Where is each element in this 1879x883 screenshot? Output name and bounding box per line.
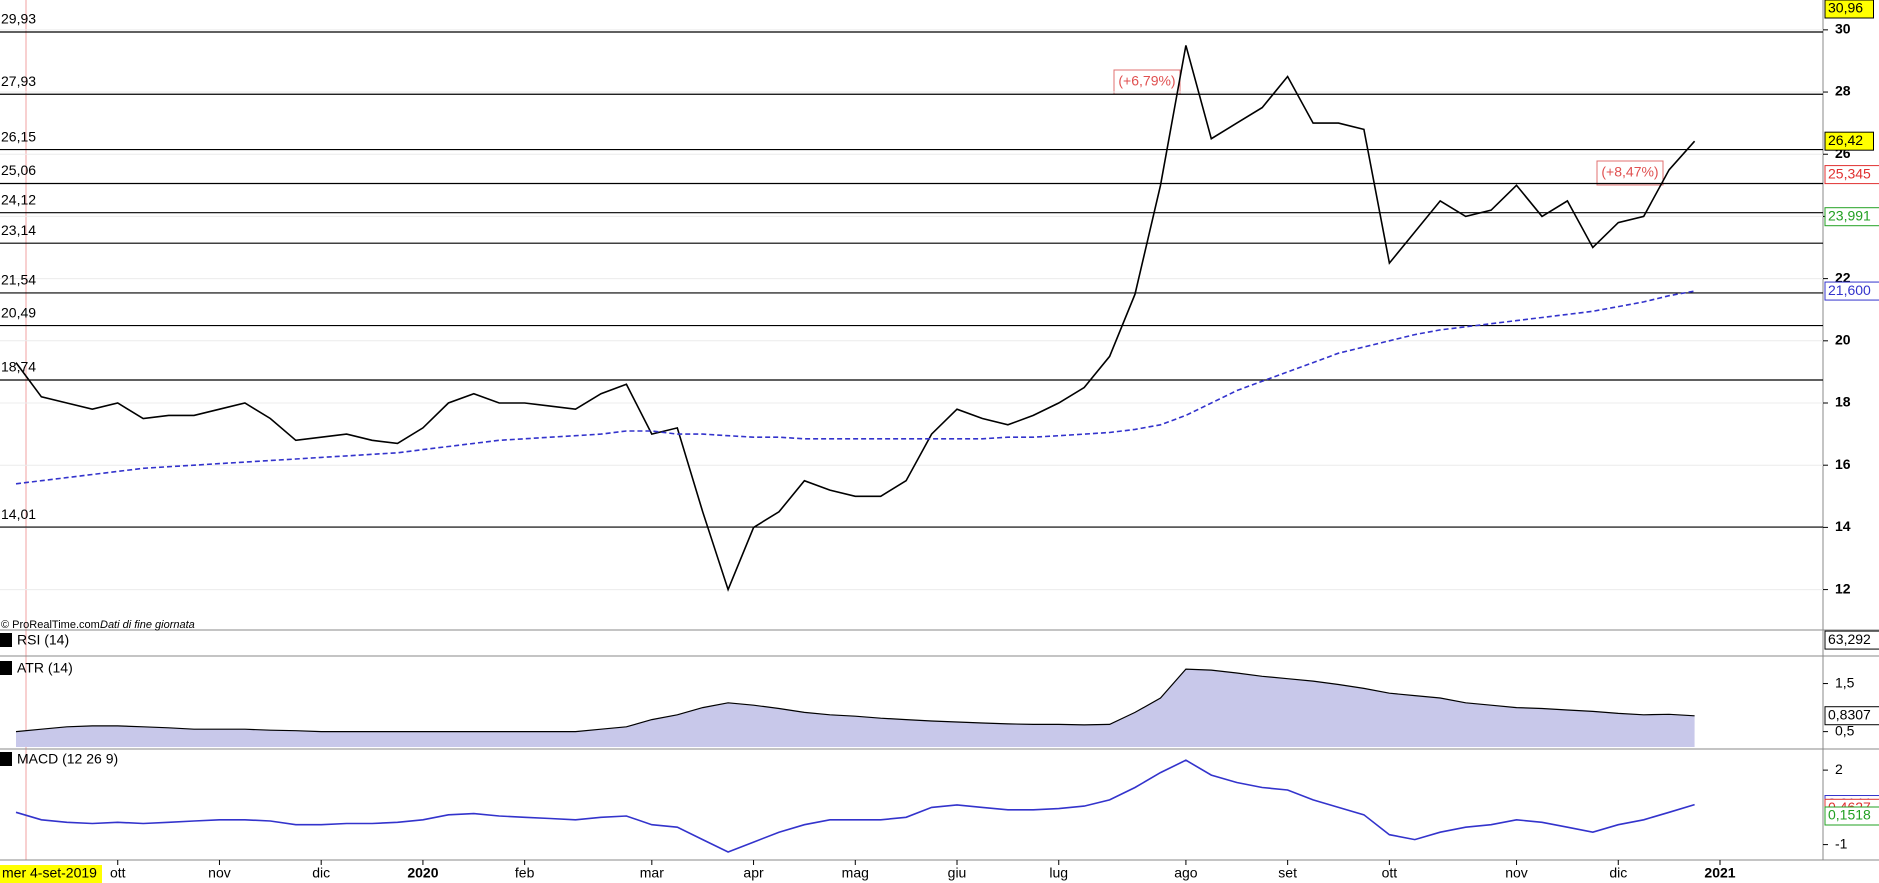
- date-label: mer 4-set-2019: [2, 865, 97, 881]
- x-tick-label: lug: [1049, 865, 1068, 881]
- series-line: [15, 45, 1696, 592]
- value-label: 25,345: [1828, 165, 1871, 181]
- level-label: 23,14: [1, 222, 36, 238]
- value-label: 0,8307: [1828, 706, 1871, 722]
- series-area: [16, 669, 1695, 747]
- panel-title-box: [0, 661, 12, 675]
- y-tick-label: 30: [1835, 21, 1851, 37]
- series-line: [15, 668, 1695, 733]
- y-tick-label: 18: [1835, 394, 1851, 410]
- y-tick-label: -1: [1835, 835, 1848, 851]
- value-label: 21,600: [1828, 282, 1871, 298]
- level-label: 20,49: [1, 304, 36, 320]
- value-label-box: [1824, 131, 1874, 151]
- x-tick-label: dic: [312, 865, 330, 881]
- panel-title-box: [0, 752, 12, 766]
- y-tick-label: 16: [1835, 456, 1851, 472]
- annotation: (+8,47%): [1601, 164, 1658, 180]
- y-tick-label: 14: [1835, 518, 1851, 534]
- level-label: 26,15: [1, 128, 36, 144]
- x-tick-label: giu: [948, 865, 967, 881]
- y-tick-label: 12: [1835, 580, 1851, 596]
- x-tick-label: ago: [1174, 865, 1198, 881]
- note: Dati di fine giornata: [100, 619, 195, 631]
- panel-title: MACD (12 26 9): [17, 751, 118, 767]
- value-label-box: [1824, 281, 1879, 301]
- value-label: 30,96: [1828, 0, 1863, 16]
- y-tick-label: 20: [1835, 332, 1851, 348]
- x-tick-label: mar: [640, 865, 664, 881]
- y-tick-label: 1,5: [1835, 674, 1855, 690]
- x-tick-label: nov: [208, 865, 231, 881]
- value-label-box: [1824, 165, 1879, 185]
- level-label: 24,12: [1, 191, 36, 207]
- value-label-box: [1824, 630, 1879, 650]
- panel-title: ATR (14): [17, 660, 73, 676]
- value-label-box: [1824, 0, 1874, 19]
- x-tick-label: set: [1278, 865, 1297, 881]
- y-tick-label: 2: [1835, 761, 1843, 777]
- x-tick-label: 2020: [407, 865, 438, 881]
- y-tick-label: 28: [1835, 83, 1851, 99]
- y-tick-label: 22: [1835, 269, 1851, 285]
- level-label: 27,93: [1, 73, 36, 89]
- panel-title-box: [0, 633, 12, 647]
- x-tick-label: ott: [1382, 865, 1398, 881]
- x-tick-label: nov: [1505, 865, 1528, 881]
- x-tick-label: mag: [842, 865, 869, 881]
- x-tick-label: ott: [110, 865, 126, 881]
- y-tick-label: 0,5: [1835, 722, 1855, 738]
- value-label: 23,991: [1828, 207, 1871, 223]
- value-label: 63,292: [1828, 631, 1871, 647]
- annotation-box: [1596, 160, 1664, 186]
- x-tick-label: apr: [743, 865, 764, 881]
- value-label-box: [1824, 806, 1879, 826]
- date-label-box: [0, 865, 102, 883]
- x-tick-label: dic: [1609, 865, 1627, 881]
- series-line: [15, 759, 1695, 853]
- value-label: 26,42: [1828, 132, 1863, 148]
- x-tick-label: feb: [515, 865, 535, 881]
- value-label: 0,1518: [1828, 807, 1871, 823]
- source: © ProRealTime.com: [1, 619, 100, 631]
- level-label: 29,93: [1, 11, 36, 27]
- level-label: 21,54: [1, 272, 36, 288]
- series-line: [15, 290, 1695, 485]
- x-tick-label: 2021: [1704, 865, 1735, 881]
- level-label: 14,01: [1, 506, 36, 522]
- annotation: (+6,79%): [1118, 73, 1175, 89]
- value-label-box: [1824, 207, 1879, 227]
- panel-title: RSI (14): [17, 632, 69, 648]
- value-label-box: [1824, 706, 1879, 726]
- level-label: 25,06: [1, 162, 36, 178]
